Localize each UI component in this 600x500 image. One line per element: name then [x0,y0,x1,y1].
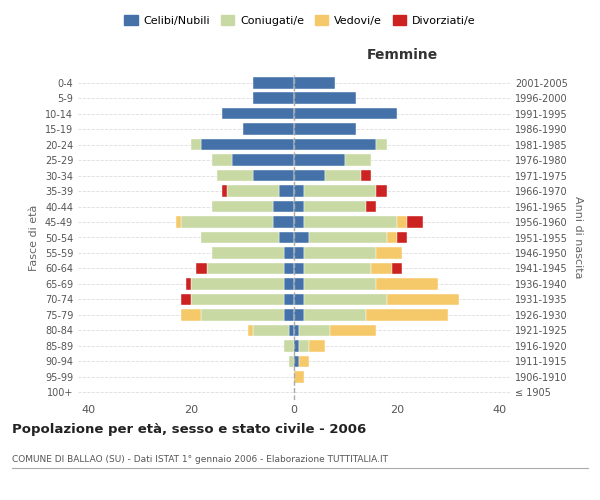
Bar [284,247,294,259]
Bar [176,216,181,228]
Bar [294,278,304,289]
Bar [386,232,397,243]
Bar [294,124,356,135]
Bar [212,154,232,166]
Bar [274,200,294,212]
Bar [346,154,371,166]
Bar [202,309,284,320]
Bar [186,278,191,289]
Bar [294,108,397,120]
Bar [299,356,310,367]
Bar [227,186,278,197]
Bar [294,324,299,336]
Bar [304,186,376,197]
Bar [376,139,386,150]
Bar [361,170,371,181]
Text: Popolazione per età, sesso e stato civile - 2006: Popolazione per età, sesso e stato civil… [12,422,366,436]
Y-axis label: Fasce di età: Fasce di età [29,204,39,270]
Bar [376,186,386,197]
Bar [253,92,294,104]
Bar [294,340,299,351]
Bar [304,216,397,228]
Text: Femmine: Femmine [367,48,437,62]
Bar [392,262,402,274]
Bar [191,278,284,289]
Bar [289,356,294,367]
Bar [371,262,392,274]
Bar [330,324,376,336]
Bar [397,232,407,243]
Bar [294,186,304,197]
Bar [284,309,294,320]
Bar [217,170,253,181]
Bar [294,216,304,228]
Bar [299,340,310,351]
Bar [278,232,294,243]
Bar [294,371,304,382]
Bar [191,294,284,305]
Bar [212,200,274,212]
Bar [181,216,274,228]
Text: COMUNE DI BALLAO (SU) - Dati ISTAT 1° gennaio 2006 - Elaborazione TUTTITALIA.IT: COMUNE DI BALLAO (SU) - Dati ISTAT 1° ge… [12,455,388,464]
Bar [294,200,304,212]
Bar [304,309,366,320]
Bar [253,324,289,336]
Bar [294,247,304,259]
Bar [304,247,376,259]
Legend: Celibi/Nubili, Coniugati/e, Vedovi/e, Divorziati/e: Celibi/Nubili, Coniugati/e, Vedovi/e, Di… [120,10,480,30]
Bar [397,216,407,228]
Bar [191,139,202,150]
Bar [294,170,325,181]
Bar [294,139,376,150]
Bar [299,324,330,336]
Bar [284,262,294,274]
Bar [181,294,191,305]
Bar [366,200,376,212]
Bar [181,309,202,320]
Bar [253,170,294,181]
Bar [407,216,422,228]
Bar [242,124,294,135]
Bar [248,324,253,336]
Bar [294,309,304,320]
Bar [274,216,294,228]
Bar [202,139,294,150]
Bar [304,278,376,289]
Bar [253,77,294,88]
Bar [294,92,356,104]
Bar [366,309,448,320]
Bar [294,356,299,367]
Bar [196,262,206,274]
Bar [325,170,361,181]
Bar [376,278,438,289]
Bar [202,232,278,243]
Bar [289,324,294,336]
Y-axis label: Anni di nascita: Anni di nascita [573,196,583,279]
Bar [294,232,310,243]
Bar [310,232,386,243]
Bar [284,340,294,351]
Bar [284,278,294,289]
Bar [294,294,304,305]
Bar [232,154,294,166]
Bar [386,294,458,305]
Bar [304,200,366,212]
Bar [304,262,371,274]
Bar [294,262,304,274]
Bar [222,186,227,197]
Bar [310,340,325,351]
Bar [212,247,284,259]
Bar [304,294,386,305]
Bar [222,108,294,120]
Bar [206,262,284,274]
Bar [294,77,335,88]
Bar [294,154,346,166]
Bar [278,186,294,197]
Bar [284,294,294,305]
Bar [376,247,402,259]
